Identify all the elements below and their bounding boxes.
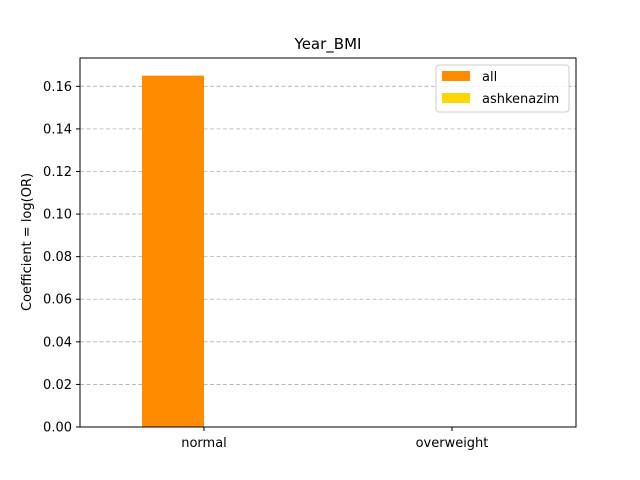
x-tick-label: overweight [416,436,489,451]
bar-all-normal [142,75,204,427]
x-axis-ticks: normal overweight [181,427,488,451]
y-tick-label: 0.02 [43,378,72,393]
y-tick-label: 0.00 [43,421,72,436]
y-tick-label: 0.08 [43,250,72,265]
bars [142,75,204,427]
x-tick-label: normal [181,436,227,451]
legend: all ashkenazim [435,64,570,113]
plot-frame [79,57,577,428]
y-tick-label: 0.06 [43,293,72,308]
chart-title: Year_BMI [294,35,362,54]
y-tick-label: 0.12 [43,165,72,180]
y-tick-label: 0.16 [43,80,72,95]
y-tick-label: 0.10 [43,208,72,223]
y-tick-label: 0.04 [43,335,72,350]
y-axis-label: Coefficient = log(OR) [20,173,35,311]
legend-label-ashkenazim: ashkenazim [482,92,559,107]
legend-swatch-all [442,71,470,81]
legend-swatch-ashkenazim [442,93,470,103]
legend-label-all: all [482,70,497,85]
y-axis-ticks: 0.00 0.02 0.04 0.06 0.08 0.10 0.12 0.14 0.16 [43,80,80,436]
y-tick-label: 0.14 [43,122,72,137]
